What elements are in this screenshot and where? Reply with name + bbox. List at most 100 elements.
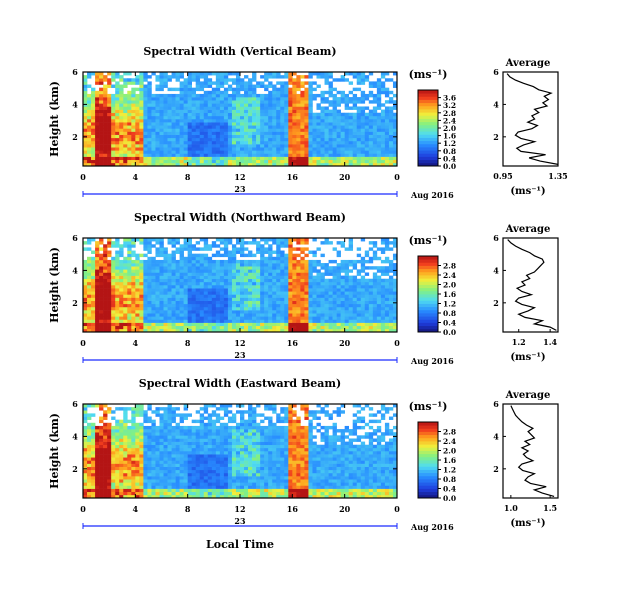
avg-y-tick-label: 4 xyxy=(493,265,499,275)
colorbar-tick-label: 0.8 xyxy=(443,309,456,318)
colorbar xyxy=(418,256,438,333)
avg-y-tick-label: 6 xyxy=(493,67,499,77)
x-axis-label: Local Time xyxy=(206,538,274,551)
x-tick-label: 0 xyxy=(394,338,400,348)
x-tick-label: 0 xyxy=(80,172,86,182)
colorbar-tick-label: 1.6 xyxy=(443,456,456,465)
avg-y-tick-label: 4 xyxy=(493,431,499,441)
colorbar-unit-label: (ms⁻¹) xyxy=(409,68,448,81)
x-tick-label: 12 xyxy=(234,338,245,348)
x-tick-label: 8 xyxy=(185,172,191,182)
day-label: 23 xyxy=(234,350,246,360)
x-tick-label: 16 xyxy=(287,338,299,348)
date-label: Aug 2016 xyxy=(410,356,454,366)
colorbar-tick-label: 0.8 xyxy=(443,475,456,484)
avg-x-axis-label: (ms⁻¹) xyxy=(510,186,545,197)
y-tick-label: 4 xyxy=(72,431,78,441)
colorbar-tick-label: 2.8 xyxy=(443,109,456,118)
y-tick-label: 6 xyxy=(72,67,78,77)
panel-1: Spectral Width (Vertical Beam) 6 4 2 Height … xyxy=(48,45,568,200)
colorbar-tick-label: 0.8 xyxy=(443,147,456,156)
avg-x-tick-label: 0.95 xyxy=(493,171,512,181)
colorbar-tick-label: 1.6 xyxy=(443,290,456,299)
colorbar-tick-label: 3.2 xyxy=(443,101,456,110)
x-tick-label: 4 xyxy=(133,172,139,182)
x-tick-label: 0 xyxy=(394,172,400,182)
colorbar-tick-label: 2.8 xyxy=(443,428,456,437)
avg-y-tick-label: 4 xyxy=(493,99,499,109)
colorbar-tick-label: 2.4 xyxy=(443,271,456,280)
y-tick-label: 2 xyxy=(72,464,78,474)
x-tick-label: 16 xyxy=(287,504,299,514)
x-tick-label: 8 xyxy=(185,504,191,514)
avg-frame xyxy=(502,71,559,167)
colorbar-tick-label: 2.0 xyxy=(443,124,456,133)
y-axis-label: Height (km) xyxy=(48,247,61,323)
colorbar-tick-label: 2.0 xyxy=(443,281,456,290)
avg-y-tick-label: 2 xyxy=(493,132,499,142)
avg-frame xyxy=(502,403,559,499)
colorbar-tick-label: 0.0 xyxy=(443,494,456,503)
x-tick-label: 20 xyxy=(339,504,351,514)
colorbar-tick-label: 1.2 xyxy=(443,139,456,148)
avg-y-tick-label: 6 xyxy=(493,399,499,409)
x-tick-label: 20 xyxy=(339,338,351,348)
colorbar-tick-label: 2.8 xyxy=(443,262,456,271)
day-label: 23 xyxy=(234,184,246,194)
avg-x-tick-label: 1.5 xyxy=(543,503,557,513)
y-tick-label: 4 xyxy=(72,265,78,275)
x-tick-label: 4 xyxy=(133,504,139,514)
x-tick-label: 0 xyxy=(80,504,86,514)
colorbar-tick-label: 3.6 xyxy=(443,94,456,103)
chart-title: Spectral Width (Northward Beam) xyxy=(134,211,346,224)
panel-2: Spectral Width (Northward Beam) 6 4 2 Height… xyxy=(48,211,559,366)
avg-x-axis-label: (ms⁻¹) xyxy=(510,518,545,529)
x-tick-label: 12 xyxy=(234,504,245,514)
y-tick-label: 2 xyxy=(72,132,78,142)
avg-y-tick-label: 2 xyxy=(493,298,499,308)
x-tick-label: 0 xyxy=(394,504,400,514)
y-tick-label: 6 xyxy=(72,399,78,409)
y-axis-label: Height (km) xyxy=(48,413,61,489)
avg-profile-line xyxy=(507,239,557,331)
colorbar-unit-label: (ms⁻¹) xyxy=(409,400,448,413)
x-tick-label: 16 xyxy=(287,172,299,182)
colorbar xyxy=(418,422,438,499)
colorbar-tick-label: 2.4 xyxy=(443,437,456,446)
avg-x-axis-label: (ms⁻¹) xyxy=(510,352,545,363)
colorbar-tick-label: 0.0 xyxy=(443,328,456,337)
panel-3: Spectral Width (Eastward Beam) 6 4 2 Height … xyxy=(48,377,559,532)
colorbar-tick-label: 1.2 xyxy=(443,300,456,309)
x-tick-label: 4 xyxy=(133,338,139,348)
y-tick-label: 4 xyxy=(72,99,78,109)
avg-title: Average xyxy=(505,58,551,69)
colorbar-tick-label: 2.4 xyxy=(443,116,456,125)
date-label: Aug 2016 xyxy=(410,190,454,200)
avg-y-tick-label: 2 xyxy=(493,464,499,474)
x-tick-label: 8 xyxy=(185,338,191,348)
colorbar-tick-label: 1.6 xyxy=(443,132,456,141)
colorbar xyxy=(418,90,438,167)
y-tick-label: 6 xyxy=(72,233,78,243)
colorbar-tick-label: 0.0 xyxy=(443,162,456,171)
avg-title: Average xyxy=(505,390,551,401)
avg-profile-line xyxy=(510,405,555,497)
day-label: 23 xyxy=(234,516,246,526)
colorbar-unit-label: (ms⁻¹) xyxy=(409,234,448,247)
colorbar-tick-label: 1.2 xyxy=(443,466,456,475)
avg-x-tick-label: 1.35 xyxy=(548,171,567,181)
x-tick-label: 20 xyxy=(339,172,351,182)
colorbar-tick-label: 0.4 xyxy=(443,319,456,328)
chart-title: Spectral Width (Eastward Beam) xyxy=(139,377,341,390)
y-tick-label: 2 xyxy=(72,298,78,308)
heatmap-field xyxy=(83,72,398,167)
x-tick-label: 0 xyxy=(80,338,86,348)
avg-x-tick-label: 1.4 xyxy=(543,337,557,347)
y-axis-label: Height (km) xyxy=(48,81,61,157)
chart-title: Spectral Width (Vertical Beam) xyxy=(143,45,336,58)
heatmap-field xyxy=(83,404,398,499)
avg-title: Average xyxy=(505,224,551,235)
avg-x-tick-label: 1.0 xyxy=(504,503,518,513)
colorbar-tick-label: 2.0 xyxy=(443,447,456,456)
